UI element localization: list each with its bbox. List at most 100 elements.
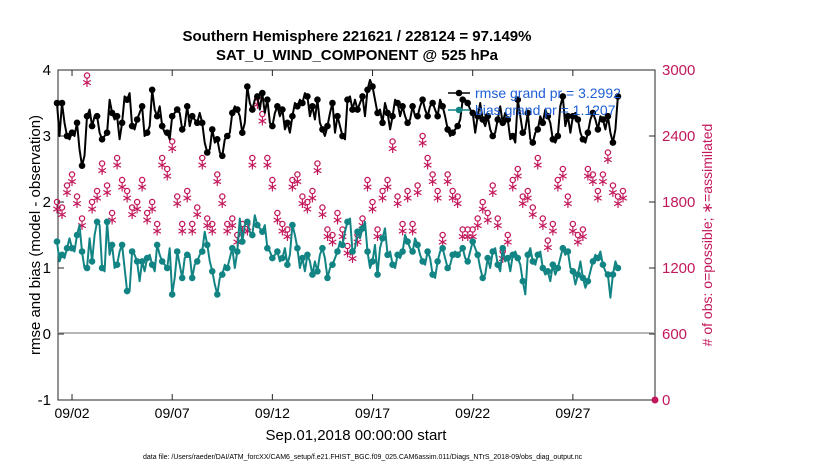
- bias-point: [494, 261, 502, 269]
- nobs-possible-marker: [198, 154, 206, 162]
- rmse-point: [459, 96, 466, 103]
- bias-point: [439, 244, 446, 252]
- nobs-assimilated-marker: ∗: [121, 191, 133, 207]
- nobs-assimilated-marker: ∗: [607, 185, 619, 201]
- bias-point: [344, 218, 351, 226]
- y-tick-left-label: 0: [43, 326, 51, 343]
- nobs-assimilated-marker: ∗: [557, 169, 569, 185]
- nobs-assimilated-marker: ∗: [362, 180, 374, 196]
- nobs-assimilated-marker: ∗: [136, 180, 148, 196]
- bias-point: [148, 261, 156, 269]
- y-tick-right-label: 1200: [662, 260, 695, 277]
- nobs-possible-marker: [589, 171, 597, 178]
- rmse-point: [489, 132, 497, 140]
- bias-point: [319, 244, 326, 252]
- rmse-point: [264, 96, 271, 103]
- bias-point: [404, 238, 411, 245]
- nobs-possible-marker: [369, 198, 376, 206]
- rmse-point: [379, 119, 386, 127]
- nobs-possible-marker: [73, 193, 81, 200]
- nobs-assimilated-marker: ∗: [437, 235, 449, 251]
- nobs-possible-marker: [153, 220, 161, 228]
- bias-point: [294, 244, 301, 252]
- nobs-assimilated-marker: ∗: [226, 218, 238, 234]
- bias-point: [379, 235, 386, 242]
- nobs-possible-marker: [469, 226, 476, 233]
- rmse-point: [73, 119, 81, 127]
- rmse-point: [178, 126, 186, 133]
- bias-point: [599, 261, 607, 269]
- nobs-assimilated-marker: ∗: [176, 224, 188, 240]
- nobs-assimilated-marker: ∗: [382, 180, 394, 196]
- nobs-possible-marker: [604, 149, 612, 156]
- nobs-assimilated-marker: ∗: [422, 158, 434, 174]
- rmse-point: [98, 136, 106, 143]
- bias-point: [138, 258, 146, 265]
- nobs-possible-marker: [614, 193, 622, 200]
- bias-point: [484, 254, 492, 262]
- nobs-assimilated-marker: ∗: [522, 191, 534, 207]
- nobs-possible-marker: [284, 226, 291, 233]
- rmse-point: [499, 119, 507, 127]
- nobs-assimilated-marker: ∗: [547, 224, 559, 240]
- rmse-point: [574, 116, 582, 123]
- bias-point: [218, 271, 226, 278]
- bias-point: [534, 251, 542, 259]
- bias-point: [309, 271, 316, 278]
- bias-point: [168, 291, 176, 298]
- rmse-point: [254, 93, 261, 100]
- nobs-possible-marker: [489, 182, 496, 189]
- bias-point: [594, 254, 602, 262]
- bias-point: [78, 248, 86, 255]
- rmse-point: [329, 99, 336, 107]
- nobs-possible-marker: [143, 209, 151, 217]
- nobs-assimilated-marker: ∗: [352, 235, 364, 251]
- nobs-possible-marker: [173, 193, 181, 200]
- rmse-point: [188, 112, 196, 120]
- nobs-possible-marker: [53, 198, 61, 206]
- nobs-possible-marker: [88, 198, 96, 206]
- nobs-possible-marker: [574, 231, 582, 239]
- nobs-possible-marker: [58, 204, 66, 211]
- nobs-possible-marker: [404, 187, 411, 195]
- bias-point: [334, 248, 341, 255]
- nobs-possible-marker: [454, 193, 461, 200]
- nobs-assimilated-marker: ∗: [617, 191, 629, 207]
- nobs-possible-marker: [264, 154, 271, 162]
- rmse-point: [579, 136, 587, 143]
- rmse-point: [439, 103, 446, 110]
- nobs-possible-marker: [279, 220, 286, 228]
- rmse-point: [424, 112, 431, 120]
- nobs-assimilated-marker: ∗: [86, 202, 98, 218]
- bias-point: [314, 268, 321, 275]
- nobs-zero-marker: [651, 396, 659, 404]
- nobs-assimilated-marker: ∗: [171, 196, 183, 212]
- y-tick-right-label: 3000: [662, 62, 695, 79]
- nobs-possible-marker: [519, 193, 527, 200]
- nobs-assimilated-marker: ∗: [186, 224, 198, 240]
- rmse-point: [599, 116, 607, 123]
- nobs-possible-marker: [449, 187, 456, 195]
- nobs-possible-marker: [524, 187, 532, 195]
- nobs-possible-marker: [93, 187, 101, 195]
- x-tick-label: 09/22: [455, 405, 490, 421]
- nobs-assimilated-marker: ∗: [216, 196, 228, 212]
- bias-point: [549, 261, 557, 269]
- bias-point: [454, 251, 461, 259]
- nobs-assimilated-marker: ∗: [76, 218, 88, 234]
- bias-point: [98, 264, 106, 272]
- nobs-assimilated-marker: ∗: [317, 207, 329, 223]
- rmse-point: [464, 99, 471, 107]
- bias-point: [614, 264, 622, 272]
- nobs-possible-marker: [304, 198, 311, 206]
- rmse-point: [228, 109, 236, 117]
- bias-point: [469, 238, 476, 245]
- rmse-point: [589, 109, 597, 117]
- nobs-possible-marker: [384, 176, 391, 184]
- bias-point: [88, 258, 96, 265]
- rmse-point: [384, 109, 391, 117]
- nobs-assimilated-marker: ∗: [402, 191, 414, 207]
- rmse-point: [93, 112, 101, 120]
- nobs-assimilated-marker: ∗: [196, 158, 208, 174]
- nobs-possible-marker: [549, 220, 557, 228]
